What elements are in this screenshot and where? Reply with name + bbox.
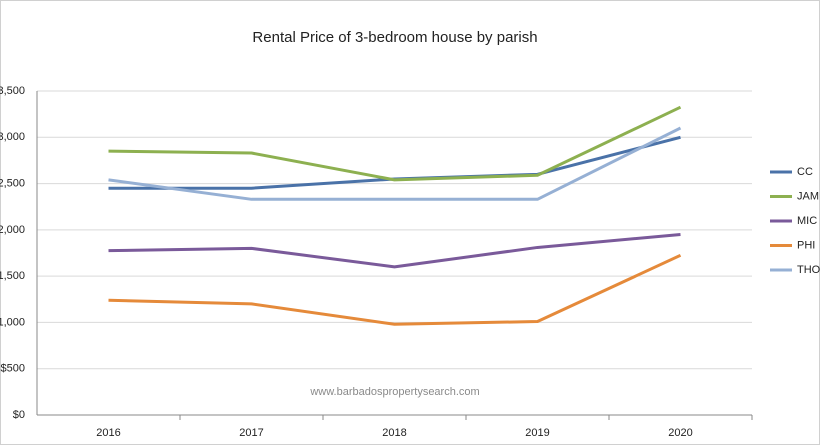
series-line xyxy=(108,253,682,326)
x-tick-label: 2018 xyxy=(382,427,406,439)
series-line xyxy=(108,105,682,182)
legend-label: THO xyxy=(797,264,820,276)
legend-label: PHI xyxy=(797,239,815,251)
y-tick-label: $2,500 xyxy=(0,177,25,189)
y-tick-label: $3,000 xyxy=(0,131,25,143)
y-tick-label: $1,000 xyxy=(0,316,25,328)
y-tick-label: $1,500 xyxy=(0,270,25,282)
series-line xyxy=(108,232,681,269)
y-tick-label: $2,000 xyxy=(0,224,25,236)
legend-label: CC xyxy=(797,166,813,178)
series-line xyxy=(108,126,682,201)
x-tick-label: 2020 xyxy=(668,427,692,439)
y-tick-label: $0 xyxy=(13,409,25,421)
x-tick-label: 2019 xyxy=(525,427,549,439)
watermark: www.barbadospropertysearch.com xyxy=(309,386,479,398)
x-tick-label: 2017 xyxy=(239,427,263,439)
chart-title: Rental Price of 3-bedroom house by paris… xyxy=(252,29,537,46)
legend-label: JAM xyxy=(797,190,819,202)
x-tick-label: 2016 xyxy=(96,427,120,439)
legend-label: MIC xyxy=(797,215,817,227)
y-tick-label: $3,500 xyxy=(0,85,25,97)
y-tick-label: $500 xyxy=(1,363,25,375)
